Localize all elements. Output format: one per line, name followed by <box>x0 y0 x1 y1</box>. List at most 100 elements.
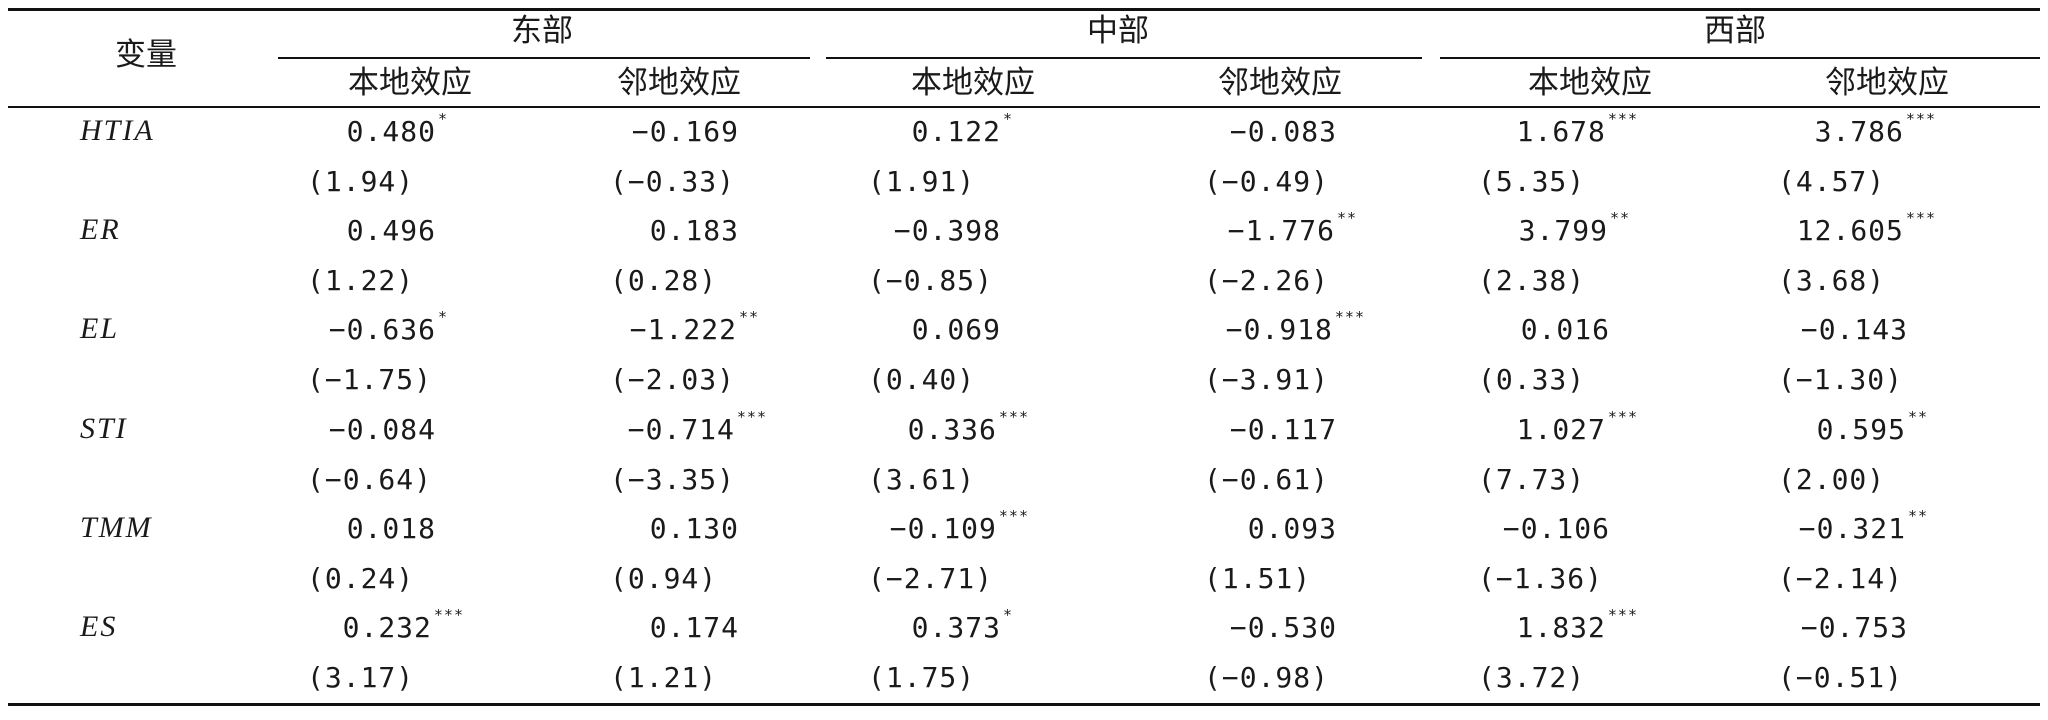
t-statistic-cell: (−0.85) <box>868 264 994 298</box>
coefficient-value: −0.398 <box>893 214 1001 248</box>
significance-stars: *** <box>1607 110 1638 128</box>
header-bottom-rule <box>8 106 2040 108</box>
variable-name: ES <box>80 610 118 643</box>
t-statistic-cell: (−3.35) <box>610 462 736 496</box>
coefficient-value: 0.018 <box>346 511 436 545</box>
table-top-rule <box>8 8 2040 11</box>
coefficient-cell: −0.083 <box>1230 118 1339 146</box>
coefficient-value: −0.084 <box>328 412 436 446</box>
coefficient-value: −0.530 <box>1229 611 1337 644</box>
coefficient-value: −0.106 <box>1502 511 1610 545</box>
t-statistic-cell: (3.68) <box>1778 264 1886 298</box>
coefficient-value: −0.109 <box>889 511 997 545</box>
coefficient-value: 1.678 <box>1516 115 1606 148</box>
variable-name: STI <box>80 411 128 445</box>
coefficient-cell: 0.093 <box>1247 511 1339 545</box>
variable-name: EL <box>80 312 120 346</box>
significance-stars: *** <box>1905 110 1936 128</box>
coefficient-cell: −0.753 <box>1801 614 1910 642</box>
t-statistic-cell: (3.17) <box>307 661 415 694</box>
significance-stars: *** <box>1905 209 1936 228</box>
coefficient-value: −0.918 <box>1225 313 1333 347</box>
coefficient-value: 12.605 <box>1796 214 1904 248</box>
significance-stars: ** <box>1336 209 1357 228</box>
t-statistic-cell: (3.72) <box>1478 661 1586 694</box>
t-statistic-cell: (−2.03) <box>610 363 736 397</box>
coefficient-cell: 0.174 <box>650 614 741 642</box>
coefficient-value: −1.222 <box>629 313 737 347</box>
t-statistic-cell: (1.21) <box>610 661 718 694</box>
coefficient-value: 0.480 <box>346 115 436 148</box>
coefficient-value: −0.321 <box>1798 511 1906 545</box>
t-statistic-cell: (1.91) <box>868 165 976 198</box>
coefficient-value: −0.714 <box>627 412 735 446</box>
significance-stars: *** <box>736 407 767 426</box>
group-rule-west <box>1440 57 2040 59</box>
significance-stars: ** <box>1907 407 1928 426</box>
coefficient-cell: 0.373 * <box>912 608 1013 642</box>
group-header: 中部 <box>1087 13 1149 49</box>
coefficient-value: −0.636 <box>328 313 436 347</box>
coefficient-value: 1.027 <box>1516 412 1606 446</box>
t-statistic-cell: (−2.14) <box>1778 561 1904 595</box>
coefficient-value: −0.753 <box>1800 611 1908 644</box>
t-statistic-cell: (0.24) <box>307 561 415 595</box>
coefficient-cell: −0.714 *** <box>627 409 767 446</box>
t-statistic-cell: (−0.51) <box>1778 661 1904 694</box>
t-statistic-cell: (−1.75) <box>307 363 433 397</box>
t-statistic-cell: (0.28) <box>610 264 718 298</box>
significance-stars: * <box>1002 606 1013 624</box>
significance-stars: *** <box>1607 606 1638 624</box>
significance-stars: ** <box>1907 506 1928 525</box>
t-statistic-cell: (2.00) <box>1778 462 1886 496</box>
significance-stars: *** <box>1334 308 1365 327</box>
coefficient-cell: 12.605 *** <box>1796 211 1936 248</box>
significance-stars: ** <box>1609 209 1630 228</box>
t-statistic-cell: (−0.64) <box>307 462 433 496</box>
coefficient-value: −0.143 <box>1800 313 1908 347</box>
coefficient-value: 0.122 <box>911 115 1001 148</box>
coefficient-value: 0.496 <box>346 214 436 248</box>
coefficient-cell: −0.143 <box>1801 316 1910 344</box>
t-statistic-cell: (−1.36) <box>1478 561 1604 595</box>
coefficient-cell: 0.336 *** <box>908 409 1029 444</box>
coefficient-cell: 3.799 ** <box>1519 211 1630 245</box>
coefficient-value: 0.595 <box>1816 412 1906 446</box>
t-statistic-cell: (0.40) <box>868 363 976 397</box>
coefficient-cell: −0.109 *** <box>889 508 1029 545</box>
coefficient-cell: 1.832 *** <box>1517 608 1638 642</box>
t-statistic-cell: (4.57) <box>1778 165 1886 198</box>
coefficient-cell: 0.595 ** <box>1816 409 1928 446</box>
significance-stars: * <box>1002 110 1013 128</box>
t-statistic-cell: (−2.26) <box>1204 264 1330 298</box>
coefficient-cell: −0.106 <box>1502 511 1612 545</box>
t-statistic-cell: (−0.98) <box>1204 661 1330 694</box>
subheader-local: 本地效应 <box>911 65 1035 101</box>
coefficient-cell: 0.232 *** <box>342 608 464 644</box>
group-rule-east <box>278 57 810 59</box>
coefficient-cell: 0.496 <box>347 217 438 245</box>
coefficient-cell: −0.321 ** <box>1798 508 1928 545</box>
coefficient-cell: 0.130 <box>650 514 741 543</box>
coefficient-cell: −0.530 <box>1230 614 1339 642</box>
coefficient-cell: −0.084 <box>328 412 438 446</box>
t-statistic-cell: (5.35) <box>1478 165 1586 198</box>
coefficient-value: 0.093 <box>1247 511 1337 545</box>
coefficient-value: 0.232 <box>342 611 432 644</box>
t-statistic-cell: (2.38) <box>1478 264 1586 298</box>
t-statistic-cell: (1.94) <box>307 165 415 198</box>
group-header: 西部 <box>1704 13 1766 49</box>
significance-stars: * <box>437 110 448 128</box>
coefficient-value: −0.169 <box>631 115 739 148</box>
coefficient-cell: 3.786 *** <box>1815 112 1936 146</box>
coefficient-value: 0.174 <box>649 611 739 644</box>
significance-stars: * <box>437 308 448 327</box>
group-header: 东部 <box>511 13 573 49</box>
t-statistic-cell: (−0.33) <box>610 165 736 198</box>
coefficient-cell: −1.222 ** <box>629 310 759 347</box>
coefficient-cell: 0.016 <box>1521 316 1612 344</box>
t-statistic-cell: (0.94) <box>610 561 718 595</box>
coefficient-cell: −0.398 <box>894 217 1003 245</box>
coefficient-cell: 0.480 * <box>346 112 448 148</box>
coefficient-cell: −0.918 *** <box>1225 310 1365 347</box>
